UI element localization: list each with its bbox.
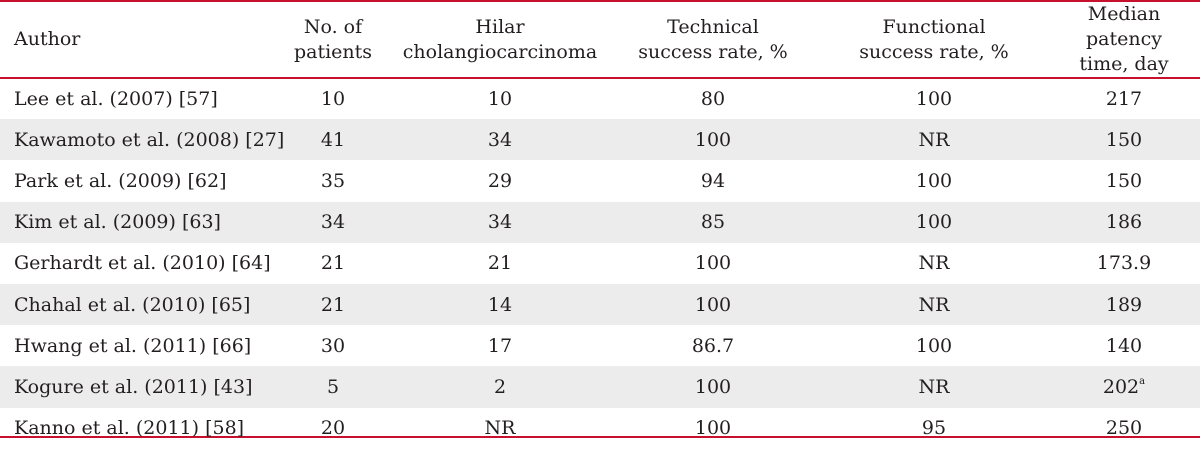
cell-author: Kim et al. (2009) [63] [14, 211, 221, 234]
cell-median-patency: 202a [1102, 375, 1146, 398]
cell-patients: 21 [320, 252, 346, 275]
cell-median-patency: 250 [1105, 417, 1143, 440]
cell-patients: 10 [320, 88, 346, 111]
cell-technical-success: 100 [694, 375, 732, 398]
table-row: Chahal et al. (2010) [65] 21 14 100 NR 189 [0, 283, 1200, 326]
cell-patients: 34 [320, 211, 346, 234]
cell-hilar: 21 [487, 252, 513, 275]
cell-functional-success: 100 [915, 334, 953, 357]
cell-hilar: 34 [487, 128, 513, 151]
header-patients: No. of patients [293, 15, 373, 63]
stent-outcomes-table: Author No. of patients Hilar cholangiocarc… [0, 0, 1200, 439]
cell-author: Hwang et al. (2011) [66] [14, 334, 252, 357]
cell-hilar: 29 [487, 169, 513, 192]
cell-hilar: 10 [487, 88, 513, 111]
table-row: Kogure et al. (2011) [43] 5 2 100 NR 202a [0, 366, 1200, 408]
cell-technical-success: 100 [694, 128, 732, 151]
cell-patients: 30 [320, 334, 346, 357]
cell-patients: 35 [320, 169, 346, 192]
table-row: Hwang et al. (2011) [66] 30 17 86.7 100 140 [0, 325, 1200, 366]
footnote-marker: a [1139, 375, 1146, 387]
cell-technical-success: 100 [694, 417, 732, 440]
cell-patients: 41 [320, 128, 346, 151]
cell-patients: 5 [326, 375, 340, 398]
table-row: Kim et al. (2009) [63] 34 34 85 100 186 [0, 201, 1200, 243]
cell-median-patency: 186 [1105, 211, 1143, 234]
cell-functional-success: 100 [915, 169, 953, 192]
cell-author: Chahal et al. (2010) [65] [14, 293, 251, 316]
cell-author: Kanno et al. (2011) [58] [14, 417, 245, 440]
cell-author: Gerhardt et al. (2010) [64] [14, 252, 271, 275]
cell-functional-success: 95 [921, 417, 947, 440]
cell-author: Lee et al. (2007) [57] [14, 88, 218, 111]
cell-author: Park et al. (2009) [62] [14, 169, 227, 192]
cell-median-patency: 150 [1105, 128, 1143, 151]
header-median-patency: Median patency time, day [1079, 3, 1169, 75]
cell-hilar: 14 [487, 293, 513, 316]
cell-median-patency: 150 [1105, 169, 1143, 192]
cell-hilar: 34 [487, 211, 513, 234]
cell-technical-success: 80 [700, 88, 726, 111]
table-row: Gerhardt et al. (2010) [64] 21 21 100 NR 173.… [0, 243, 1200, 284]
cell-technical-success: 86.7 [691, 334, 735, 357]
cell-functional-success: 100 [915, 211, 953, 234]
cell-median-patency: 217 [1105, 88, 1143, 111]
cell-patients: 20 [320, 417, 346, 440]
cell-median-patency: 140 [1105, 334, 1143, 357]
cell-hilar: 17 [487, 334, 513, 357]
cell-median-patency: 189 [1105, 293, 1143, 316]
header-row: Author No. of patients Hilar cholangiocarc… [0, 2, 1200, 78]
cell-hilar: NR [484, 417, 516, 440]
cell-functional-success: NR [918, 375, 950, 398]
cell-functional-success: NR [918, 252, 950, 275]
table-row: Kawamoto et al. (2008) [27] 41 34 100 NR 150 [0, 119, 1200, 161]
cell-technical-success: 100 [694, 252, 732, 275]
cell-technical-success: 94 [700, 169, 726, 192]
cell-author: Kogure et al. (2011) [43] [14, 375, 253, 398]
header-functional-success: Functional success rate, % [859, 15, 1009, 63]
header-technical-success: Technical success rate, % [638, 15, 788, 63]
cell-author: Kawamoto et al. (2008) [27] [14, 128, 285, 151]
cell-technical-success: 100 [694, 293, 732, 316]
cell-technical-success: 85 [700, 211, 726, 234]
cell-patients: 21 [320, 293, 346, 316]
cell-functional-success: 100 [915, 88, 953, 111]
cell-functional-success: NR [918, 128, 950, 151]
header-author: Author [14, 28, 81, 50]
cell-hilar: 2 [493, 375, 507, 398]
table-row: Park et al. (2009) [62] 35 29 94 100 150 [0, 160, 1200, 201]
cell-functional-success: NR [918, 293, 950, 316]
table-row: Lee et al. (2007) [57] 10 10 80 100 217 [0, 78, 1200, 119]
table-row: Kanno et al. (2011) [58] 20 NR 100 95 250 [0, 408, 1200, 449]
cell-median-patency: 173.9 [1096, 252, 1152, 275]
header-hilar: Hilar cholangiocarcinoma [402, 15, 598, 63]
